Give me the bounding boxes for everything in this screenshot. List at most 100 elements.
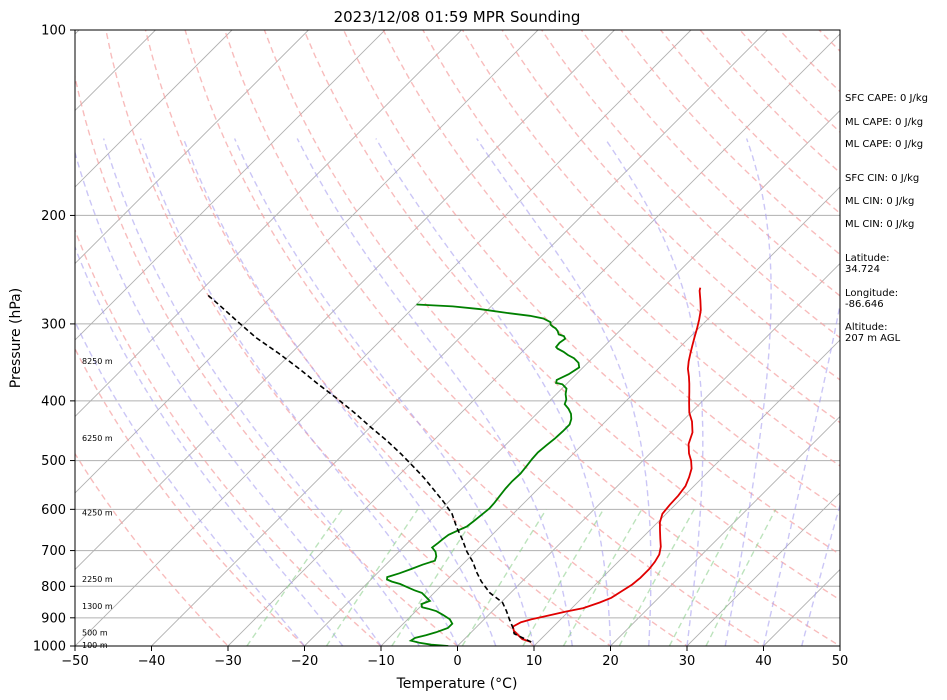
moist-adiabat-line [375,138,612,646]
axes: −50 −40 −30 −20 −10 0 10 20 30 40 50 1000 900 800 700 6… [33,24,848,670]
isotherm-line [610,415,840,646]
isotherm-line [75,30,309,265]
x-tick-label: −40 [138,654,165,669]
moist-adiabat-line [762,301,840,646]
moist-adiabat-line [724,138,772,646]
isotherm-line [75,30,233,188]
dewpoint-trace [386,303,581,646]
mixing-ratio-line [325,508,419,646]
x-tick-label: 50 [832,654,849,669]
x-tick-label: −10 [367,654,394,669]
ml-cape-text: ML CAPE: 0 J/kg [845,117,924,128]
ml-cin-text-2: ML CIN: 0 J/kg [845,219,915,230]
isotherm-line [457,262,840,646]
background-lines [0,30,840,646]
isotherm-line [0,30,3,646]
dry-adiabat-line [75,73,459,646]
x-axis-title: Temperature (°C) [396,676,518,692]
mixing-ratio-line [391,508,481,646]
mixing-ratio-line [522,508,605,646]
dry-adiabat-line [303,30,840,601]
moist-adiabat-line [839,643,840,646]
isotherm-line [686,492,840,646]
y-tick-label: 900 [41,611,66,626]
mixing-ratio-line [562,508,643,646]
dry-adiabat-line [342,30,840,556]
isotherm-line [304,109,840,646]
isotherm-line [151,30,768,646]
isotherm-line [75,30,539,494]
y-tick-label: 600 [41,503,66,518]
y-tick-label: 300 [41,317,66,332]
sfc-cin-text: SFC CIN: 0 J/kg [845,173,920,184]
isotherm-line [533,339,840,646]
y-tick-label: 1000 [33,640,66,655]
latitude-text: Latitude: 34.724 [845,253,890,275]
dry-adiabat-line [461,30,840,424]
y-axis-title: Pressure (hPa) [8,288,24,388]
isotherm-line [380,186,840,646]
altitude-text: Altitude: 207 m AGL [845,322,901,344]
height-label: 4250 m [82,508,113,517]
moist-adiabat-line [296,138,573,646]
moist-adiabat-line [102,138,420,646]
height-labels: 100 m 500 m 1300 m 2250 m 4250 m 6250 m 8250 m [82,357,113,650]
dry-adiabat-line [382,30,840,511]
x-tick-label: 0 [453,654,461,669]
dry-adiabat-line [422,30,840,467]
x-tick-label: 20 [602,654,619,669]
height-label: 6250 m [82,434,113,443]
isotherm-line [227,33,840,646]
mixing-ratio-line [461,508,547,646]
height-label: 100 m [82,641,108,650]
x-tick-label: −20 [291,654,318,669]
isotherm-line [75,30,386,341]
ml-cin-text: ML CIN: 0 J/kg [845,196,915,207]
moist-adiabat-line [75,150,382,646]
moist-adiabat-line [801,502,840,646]
y-tick-label: 100 [41,24,66,39]
moist-adiabat-line [604,138,704,646]
ml-cape-text-2: ML CAPE: 0 J/kg [845,139,924,150]
x-tick-label: −30 [214,654,241,669]
plot-frame [74,29,841,647]
mixing-ratio-line [618,508,695,646]
dry-adiabat-line [75,347,306,646]
height-label: 500 m [82,629,108,638]
sfc-cape-text: SFC CAPE: 0 J/kg [845,93,928,104]
longitude-text: Longitude: -86.646 [845,288,899,310]
dry-adiabat-line [75,228,383,646]
parcel-profile-trace [205,293,532,643]
y-tick-label: 400 [41,394,66,409]
dry-adiabat-line [184,30,689,646]
y-tick-label: 700 [41,544,66,559]
isotherm-line [75,30,615,571]
dry-adiabat-line [75,452,229,646]
moist-adiabat-line [75,320,306,646]
moist-adiabat-line [139,138,459,646]
moist-adiabat-line [75,245,344,646]
height-label: 2250 m [82,575,113,584]
isotherm-line [75,30,692,646]
isotherm-line [75,30,462,418]
mixing-ratio-line [705,508,777,646]
data-lines [205,287,702,646]
x-tick-label: 40 [755,654,772,669]
x-tick-label: −50 [61,654,88,669]
mixing-ratio-line [246,508,343,646]
moist-adiabat-line [233,138,535,646]
height-label: 8250 m [82,357,113,366]
dry-adiabat-line [224,30,765,646]
x-tick-label: 30 [679,654,696,669]
dry-adiabat-line [144,30,612,646]
mixing-ratio-line [668,508,742,646]
y-tick-label: 500 [41,454,66,469]
moist-adiabat-line [182,138,497,646]
chart-title: 2023/12/08 01:59 MPR Sounding [334,8,581,26]
x-tick-label: 10 [526,654,543,669]
height-label: 1300 m [82,602,113,611]
y-tick-label: 800 [41,580,66,595]
temperature-trace [511,287,702,643]
